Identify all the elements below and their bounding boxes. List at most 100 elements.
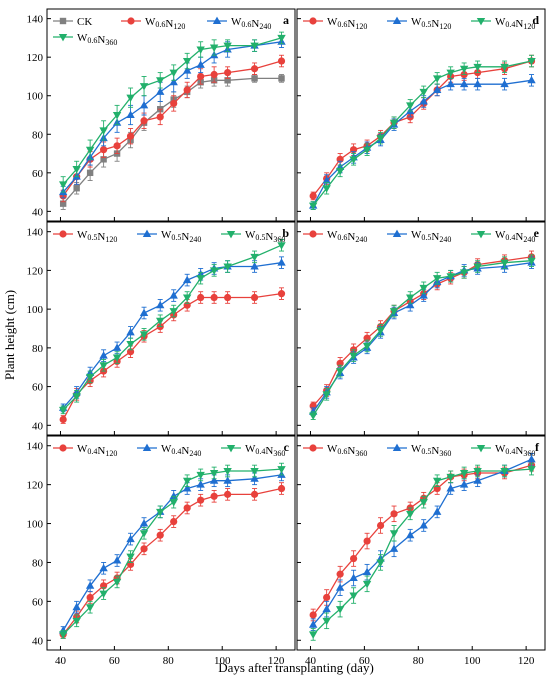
- panel-frame: [296, 221, 546, 436]
- data-point: [99, 590, 108, 598]
- series-W0.4N360: [58, 462, 286, 639]
- y-tick-label: 60: [32, 168, 44, 180]
- data-point: [86, 593, 94, 602]
- series-W0.6N120: [59, 54, 286, 203]
- data-point: [500, 468, 509, 476]
- panel-label: d: [532, 13, 539, 27]
- series-line: [312, 458, 532, 626]
- legend-marker: [226, 231, 236, 239]
- data-point: [209, 44, 219, 52]
- data-point: [58, 181, 68, 189]
- data-point: [99, 351, 108, 359]
- series-line: [312, 256, 532, 407]
- data-point: [406, 300, 415, 309]
- data-point: [336, 570, 344, 578]
- series-W0.4N240: [308, 254, 536, 421]
- data-point: [250, 468, 259, 476]
- legend-marker: [392, 443, 402, 451]
- legend-marker: [392, 229, 402, 237]
- data-point: [322, 391, 331, 399]
- data-point: [126, 132, 135, 140]
- data-point: [406, 510, 415, 519]
- data-point: [322, 617, 331, 626]
- data-point: [182, 58, 192, 66]
- data-point: [85, 373, 95, 382]
- data-point: [197, 496, 205, 504]
- legend-marker: [212, 16, 222, 24]
- data-point: [251, 75, 258, 82]
- data-point: [419, 521, 428, 529]
- data-point: [169, 69, 178, 77]
- data-point: [349, 352, 358, 361]
- data-point: [183, 86, 191, 94]
- y-tick-label: 120: [27, 52, 44, 64]
- data-point: [362, 580, 372, 589]
- data-point: [500, 79, 509, 88]
- data-point: [126, 327, 135, 336]
- data-point: [156, 113, 164, 121]
- data-point: [99, 563, 108, 572]
- data-point: [156, 300, 165, 309]
- data-point: [362, 342, 372, 351]
- y-tick-label: 140: [27, 441, 44, 453]
- data-point: [182, 294, 192, 302]
- legend-label: W0.5N240: [411, 229, 451, 244]
- data-point: [432, 275, 442, 283]
- data-point: [250, 262, 259, 270]
- data-point: [112, 112, 122, 120]
- legend-label: W0.6N360: [327, 443, 367, 458]
- data-point: [210, 70, 218, 79]
- series-W0.4N120: [308, 54, 536, 210]
- data-point: [322, 185, 331, 193]
- data-point: [473, 476, 482, 484]
- data-point: [362, 567, 372, 576]
- data-point: [59, 415, 67, 424]
- legend: W0.6N240 W0.5N240 W0.4N240: [303, 229, 535, 244]
- legend: W0.5N120 W0.5N240 W0.5N360: [53, 229, 285, 244]
- data-point: [277, 484, 286, 493]
- data-point: [197, 293, 205, 302]
- x-tick-label: 80: [413, 655, 425, 667]
- data-point: [277, 34, 286, 43]
- data-point: [209, 469, 219, 478]
- data-point: [58, 631, 68, 639]
- data-point: [126, 553, 135, 562]
- data-point: [182, 66, 192, 74]
- series-W0.5N360: [58, 238, 286, 415]
- data-point: [389, 530, 399, 538]
- series-line: [62, 262, 282, 409]
- x-tick-label: 40: [305, 655, 317, 667]
- legend-label: W0.5N240: [161, 229, 201, 244]
- data-point: [459, 269, 469, 277]
- data-point: [500, 63, 509, 72]
- x-tick-label: 40: [55, 655, 67, 667]
- data-point: [349, 573, 358, 582]
- legend-marker: [59, 17, 67, 25]
- data-point: [308, 202, 318, 210]
- data-point: [140, 117, 148, 125]
- data-point: [389, 119, 399, 128]
- y-tick-label: 120: [27, 265, 44, 277]
- series-line: [62, 41, 282, 193]
- legend: W0.6N120 W0.5N120 W0.4N120: [303, 16, 535, 31]
- legend-label: W0.4N240: [161, 443, 201, 458]
- data-point: [277, 258, 286, 266]
- legend-label: W0.5N360: [411, 443, 451, 458]
- y-tick-label: 80: [32, 343, 44, 355]
- data-point: [58, 406, 68, 415]
- legend-marker: [142, 443, 152, 451]
- data-point: [126, 340, 135, 349]
- legend-marker: [59, 230, 67, 238]
- series-W0.6N360: [309, 458, 536, 622]
- data-point: [169, 308, 178, 316]
- data-point: [376, 327, 385, 335]
- panel-f: 40 60 80 100 120 W0.6N360 W0.5N360 W0.4N360 f: [296, 435, 546, 667]
- data-point: [459, 65, 469, 74]
- legend-label: W0.6N360: [77, 32, 117, 47]
- y-tick-label: 60: [32, 596, 44, 608]
- data-point: [139, 83, 149, 91]
- data-point: [72, 393, 81, 401]
- data-point: [277, 290, 286, 298]
